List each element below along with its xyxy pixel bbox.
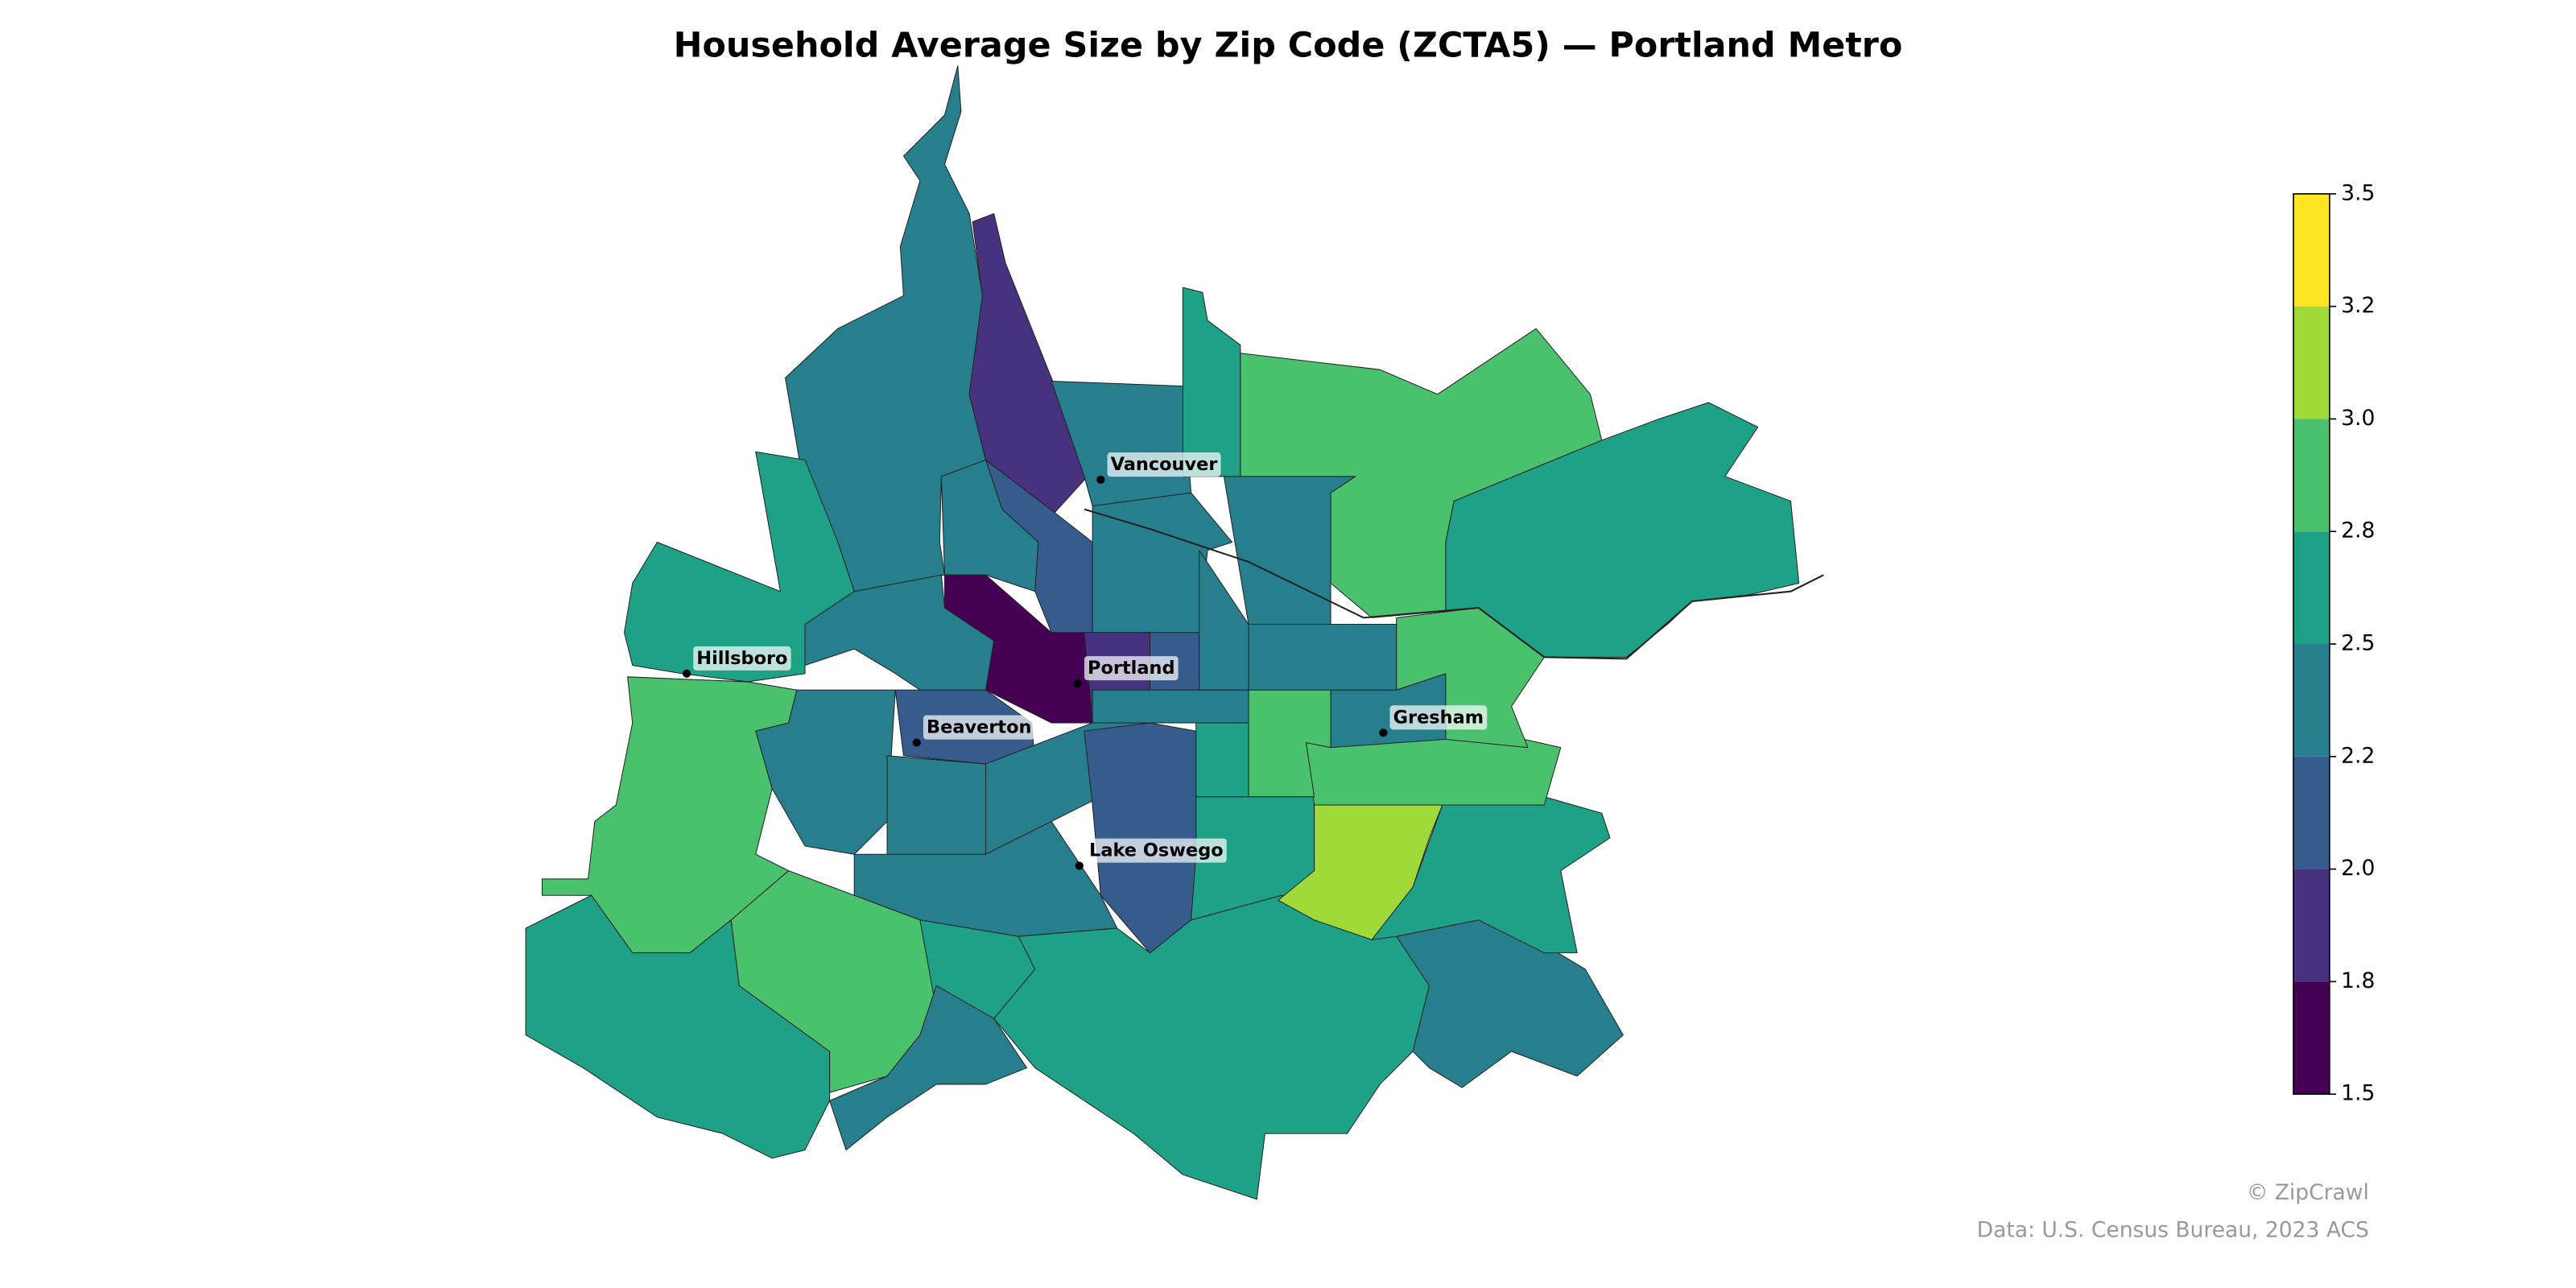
credit: Data: U.S. Census Bureau, 2023 ACS <box>1977 1218 2369 1243</box>
cities: Vancouver Hillsboro Portland Beaverton Gresh… <box>682 452 1488 870</box>
map-title: Household Average Size by Zip Code (ZCTA… <box>674 26 1903 66</box>
zip-region <box>993 894 1430 1200</box>
city-dot <box>1073 679 1082 688</box>
zip-region <box>1195 722 1249 798</box>
colorbar-tick-label: 2.2 <box>2341 743 2375 768</box>
zip-region <box>968 213 1088 514</box>
zip-region <box>1396 919 1624 1088</box>
colorbar-tick-label: 2.8 <box>2341 518 2375 543</box>
city-label: Vancouver <box>1111 454 1218 475</box>
colorbar-tick-label: 2.5 <box>2341 631 2375 656</box>
city-label-bg <box>1084 656 1179 681</box>
city-label: Portland <box>1088 658 1175 679</box>
colorbar-bin <box>2293 869 2330 982</box>
city-label: Hillsboro <box>696 648 787 669</box>
zip-region <box>943 574 1093 724</box>
city-dot <box>1096 475 1105 485</box>
colorbar-tick-label: 1.8 <box>2341 968 2375 993</box>
city-dot <box>1075 861 1084 870</box>
river-boundary <box>1084 508 1824 660</box>
colorbar-bin <box>2293 531 2330 644</box>
zip-region <box>886 755 987 855</box>
zip-region <box>1182 287 1241 477</box>
regions <box>525 65 1800 1200</box>
colorbar-tick-label: 2.0 <box>2341 856 2375 881</box>
colorbar-bin <box>2293 306 2330 419</box>
zip-region <box>1092 689 1249 724</box>
zip-region <box>829 985 1028 1151</box>
colorbar-bin <box>2293 419 2330 532</box>
colorbar-bin <box>2293 981 2330 1095</box>
colorbar-tick-label: 3.5 <box>2341 180 2375 205</box>
city-dot <box>1379 729 1388 737</box>
colorbar-bin <box>2293 756 2330 869</box>
zip-region <box>755 689 896 855</box>
city-label-bg <box>923 715 1035 740</box>
city-label-bg <box>1085 838 1227 863</box>
colorbar-bin <box>2293 193 2330 307</box>
city-label: Beaverton <box>927 717 1031 738</box>
colorbar: 1.5 1.8 2.0 2.2 2.5 2.8 3.0 3.2 3.5 <box>2293 180 2375 1106</box>
city-label-bg <box>693 646 791 671</box>
colorbar-tick-label: 3.2 <box>2341 293 2375 318</box>
zip-region <box>1371 796 1611 954</box>
city-label-bg <box>1389 705 1488 730</box>
city-label: Lake Oswego <box>1089 840 1224 861</box>
colorbar-bin <box>2293 644 2330 757</box>
credit: © ZipCrawl <box>2247 1180 2369 1205</box>
colorbar-tick-label: 1.5 <box>2341 1081 2375 1106</box>
zip-region <box>1248 624 1397 691</box>
colorbar-tick-label: 3.0 <box>2341 406 2375 431</box>
city-dot <box>682 669 691 678</box>
city-dot <box>912 738 921 747</box>
city-label-bg <box>1107 452 1221 477</box>
city-label: Gresham <box>1393 707 1484 728</box>
